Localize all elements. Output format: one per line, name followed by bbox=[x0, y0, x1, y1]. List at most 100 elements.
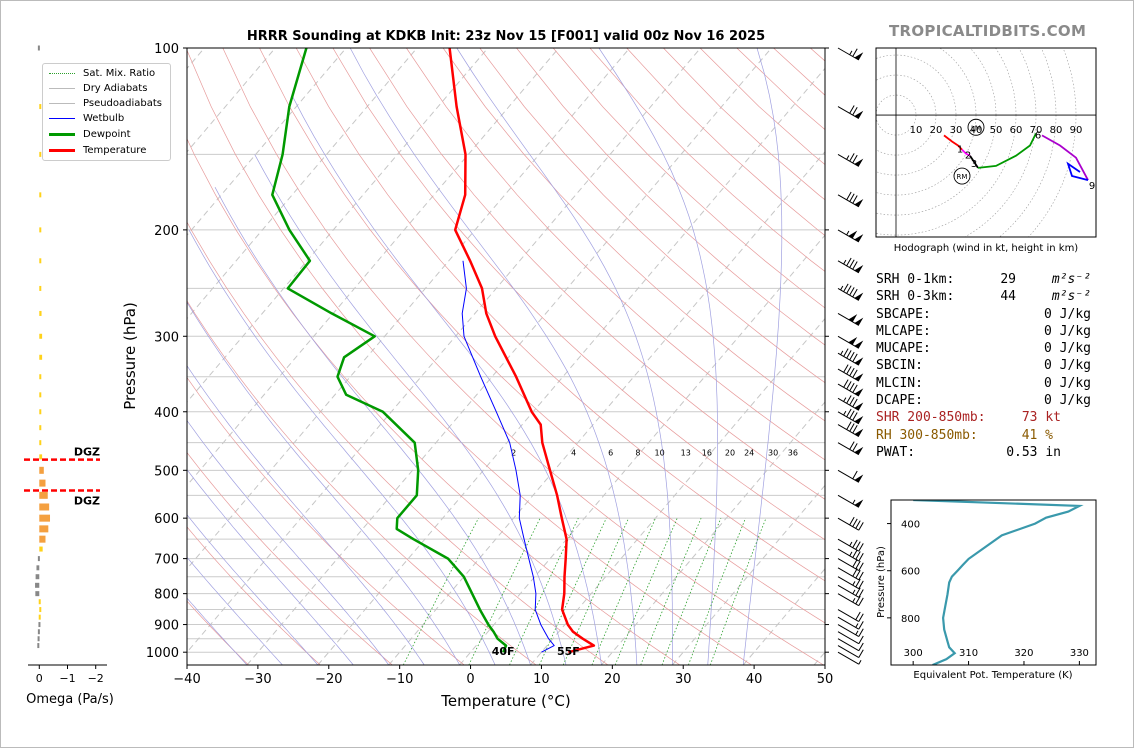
legend-swatch bbox=[49, 132, 75, 136]
omega-bar bbox=[39, 333, 43, 339]
barb-feather bbox=[846, 395, 852, 404]
isotherm bbox=[388, 151, 825, 665]
barb-feather bbox=[852, 195, 858, 204]
y-tick-label: 1000 bbox=[146, 646, 179, 661]
dry-adiabat bbox=[187, 49, 752, 665]
barb-half-feather bbox=[843, 397, 847, 402]
profile-dewpoint bbox=[271, 48, 508, 653]
barb-staff bbox=[837, 593, 860, 607]
wind-barb bbox=[837, 645, 864, 658]
isotherm bbox=[246, 48, 772, 665]
barb-feather bbox=[849, 423, 855, 432]
theta-e-plot bbox=[913, 500, 1084, 665]
mixing-ratio-label: 6 bbox=[608, 448, 613, 457]
dry-adiabat bbox=[187, 526, 321, 665]
y-tick-label: 300 bbox=[154, 330, 179, 345]
omega-bar bbox=[39, 392, 42, 398]
omega-bar bbox=[37, 556, 40, 562]
stat-row: MUCAPE: 0 J/kg bbox=[876, 341, 1091, 358]
barb-half-feather bbox=[843, 259, 847, 265]
theta-e-x-tick-label: 310 bbox=[959, 648, 978, 659]
theta-e-y-tick-label: 600 bbox=[901, 567, 920, 578]
wind-barb bbox=[837, 313, 864, 326]
legend-label: Pseudoadiabats bbox=[83, 97, 163, 109]
dry-adiabat bbox=[187, 300, 537, 665]
wind-barb bbox=[837, 609, 864, 622]
dry-adiabat bbox=[259, 48, 825, 624]
omega-bar bbox=[39, 310, 42, 316]
omega-bar bbox=[39, 409, 42, 415]
y-tick-label: 400 bbox=[154, 406, 179, 421]
surface-temperature-label: 55F bbox=[557, 645, 580, 658]
barb-half-feather bbox=[852, 499, 856, 505]
omega-bar bbox=[39, 425, 42, 431]
wind-barb bbox=[837, 516, 864, 531]
theta-e-axis-label: Equivalent Pot. Temperature (K) bbox=[913, 670, 1072, 681]
barb-staff bbox=[837, 651, 860, 665]
barb-feather bbox=[855, 520, 861, 529]
mixing-ratio-label: 13 bbox=[681, 448, 691, 457]
stat-label: MUCAPE: bbox=[876, 341, 931, 357]
stat-label: MLCIN: bbox=[876, 375, 923, 391]
barb-feather bbox=[858, 635, 864, 644]
barb-staff bbox=[837, 638, 860, 652]
legend-label: Wetbulb bbox=[83, 112, 125, 124]
wind-barb bbox=[837, 47, 864, 61]
hodograph-ring-label: 40 bbox=[970, 125, 983, 136]
barb-flag bbox=[854, 52, 864, 60]
mixing-ratio-label: 30 bbox=[768, 448, 778, 457]
hodograph-segment bbox=[943, 134, 963, 151]
stat-value: 0 J/kg bbox=[1044, 375, 1091, 391]
mixing-ratio-label: 20 bbox=[725, 448, 735, 457]
omega-bar bbox=[38, 599, 41, 605]
dry-adiabat bbox=[369, 48, 825, 500]
isotherm bbox=[742, 568, 825, 665]
stat-value: 0 J/kg bbox=[1044, 306, 1091, 322]
stat-label: RH 300-850mb: bbox=[876, 427, 978, 443]
mixing-ratio-line bbox=[591, 518, 656, 665]
dgz-label: DGZ bbox=[74, 446, 100, 459]
omega-bar bbox=[39, 104, 42, 110]
dry-adiabat bbox=[187, 137, 681, 665]
dry-adiabat bbox=[187, 221, 609, 665]
hodograph-segment bbox=[969, 155, 979, 169]
barb-feather bbox=[849, 259, 855, 268]
omega-bar bbox=[37, 636, 40, 642]
hodograph-frame bbox=[875, 47, 1097, 238]
barb-staff bbox=[837, 548, 860, 562]
mixing-ratio-label: 36 bbox=[788, 448, 798, 457]
mixing-ratio-label: 4 bbox=[571, 448, 576, 457]
isotherm bbox=[317, 67, 825, 665]
barb-staff bbox=[837, 47, 860, 61]
barb-feather bbox=[858, 628, 864, 637]
hodograph-ring-label: 80 bbox=[1050, 125, 1063, 136]
barb-staff bbox=[837, 631, 860, 645]
wind-barb bbox=[837, 105, 864, 119]
hodograph-height-label: 3 bbox=[971, 159, 977, 170]
barb-flag bbox=[854, 474, 864, 483]
moist-adiabat bbox=[349, 48, 638, 665]
stat-value: 44 bbox=[1000, 289, 1016, 305]
barb-staff bbox=[837, 106, 860, 119]
barb-feather bbox=[852, 398, 858, 408]
legend-item-sat-mix-ratio: Sat. Mix. Ratio bbox=[49, 66, 155, 80]
stat-label: SRH 0-1km: bbox=[876, 272, 955, 287]
dry-adiabat bbox=[0, 48, 177, 665]
wind-barb bbox=[837, 593, 864, 607]
dry-adiabat bbox=[479, 48, 825, 384]
stat-value: 73 kt bbox=[1021, 410, 1061, 426]
moist-adiabat bbox=[187, 301, 461, 665]
barb-feather bbox=[858, 613, 864, 622]
mixing-ratio-line bbox=[661, 518, 722, 665]
isotherm bbox=[601, 401, 825, 665]
dry-adiabat bbox=[332, 48, 825, 541]
isotherm bbox=[187, 48, 489, 403]
barb-feather bbox=[858, 597, 864, 606]
barb-feather bbox=[858, 649, 864, 658]
barb-feather bbox=[849, 397, 855, 406]
barb-feather bbox=[855, 578, 861, 588]
stat-value: 29 bbox=[1000, 272, 1016, 287]
barb-feather bbox=[858, 571, 864, 581]
isotherm bbox=[671, 484, 825, 665]
x-tick-label: 40 bbox=[746, 672, 763, 687]
